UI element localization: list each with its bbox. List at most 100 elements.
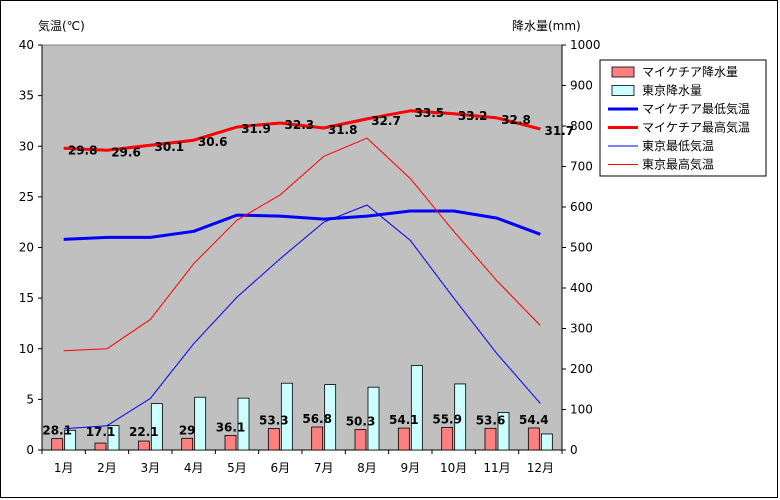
line-data-label: 33.2	[458, 109, 488, 123]
left-tick-group: 0 5 10 15 20 25 30 35 40	[19, 38, 42, 457]
bar-data-label: 53.6	[476, 413, 506, 427]
right-tick-group: 0 100 200 300 400 500 600 700 800 900 1000	[562, 38, 601, 457]
bar	[194, 396, 207, 451]
right-axis-title: 降水量(mm)	[512, 19, 581, 33]
bar	[497, 412, 510, 451]
bar-data-label: 28.1	[42, 424, 72, 438]
bar	[51, 438, 64, 451]
x-tick-group: 1月 2月 3月 4月 5月 6月 7月 8月 9月 10月 11月 12月	[41, 450, 563, 475]
right-tick-label: 600	[570, 200, 593, 214]
bar-data-label: 36.1	[216, 420, 246, 434]
left-tick-label: 25	[19, 190, 34, 204]
bar	[311, 426, 324, 451]
x-tick-label: 12月	[527, 461, 554, 475]
right-tick-label: 900	[570, 79, 593, 93]
bar	[107, 425, 120, 451]
x-tick-label: 10月	[440, 461, 467, 475]
legend-label: マイケチア最高気温	[642, 120, 750, 135]
bar	[484, 427, 497, 451]
legend-box	[599, 59, 767, 177]
x-tick-label: 9月	[401, 461, 421, 475]
line-data-label: 31.7	[545, 124, 575, 138]
right-tick-label: 300	[570, 322, 593, 336]
legend-swatch	[611, 66, 635, 78]
right-tick-label: 100	[570, 403, 593, 417]
line-data-label: 31.8	[328, 123, 358, 137]
bar	[354, 429, 367, 451]
x-tick-label: 8月	[357, 461, 377, 475]
bar	[224, 434, 237, 451]
left-axis-title: 気温(℃)	[38, 18, 85, 33]
bar-data-label: 50.3	[346, 415, 376, 429]
x-tick-label: 7月	[314, 461, 334, 475]
bar-data-label: 29	[179, 423, 196, 437]
legend-label: 東京降水量	[642, 84, 702, 98]
left-tick-label: 15	[19, 291, 34, 305]
bar	[237, 397, 250, 451]
right-tick-label: 1000	[570, 38, 601, 52]
line-data-label: 30.6	[198, 135, 228, 149]
line-data-label: 31.9	[241, 122, 271, 136]
right-tick-label: 0	[570, 443, 578, 457]
bar	[267, 428, 280, 451]
x-tick-label: 2月	[97, 461, 117, 475]
line-data-label: 32.8	[501, 113, 531, 127]
left-tick-label: 40	[19, 38, 34, 52]
bar	[540, 433, 553, 451]
left-tick-label: 5	[26, 392, 34, 406]
left-tick-label: 20	[19, 241, 34, 255]
bar	[94, 442, 107, 451]
left-tick-label: 10	[19, 342, 34, 356]
line-data-label: 30.1	[155, 140, 185, 154]
left-tick-label: 0	[26, 443, 34, 457]
x-tick-label: 6月	[271, 461, 291, 475]
bar	[150, 403, 163, 451]
plot-area	[41, 44, 563, 451]
right-tick-label: 200	[570, 362, 593, 376]
legend-label: マイケチア最低気温	[642, 101, 750, 116]
x-tick-label: 4月	[184, 461, 204, 475]
bar-data-label: 54.1	[389, 413, 419, 427]
left-tick-label: 30	[19, 139, 34, 153]
series-line	[63, 137, 541, 352]
legend: マイケチア降水量東京降水量マイケチア最低気温マイケチア最高気温東京最低気温東京最…	[599, 59, 767, 177]
bar	[137, 440, 150, 451]
bar-data-label: 53.3	[259, 413, 289, 427]
legend-label: 東京最低気温	[642, 138, 714, 153]
bar	[324, 384, 337, 451]
series-line	[63, 209, 541, 241]
data-label-group: 28.1 17.1 22.1 29 36.1 53.3 56.8 50.3 54.1 55.9 53…	[42, 106, 574, 439]
bar-data-label: 22.1	[129, 425, 159, 439]
line-data-label: 33.5	[415, 106, 445, 120]
series-line	[63, 204, 541, 430]
line-data-label: 32.3	[285, 118, 315, 132]
bar-data-label: 55.9	[432, 412, 462, 426]
line-data-label: 32.7	[371, 114, 401, 128]
bar	[410, 365, 423, 451]
x-tick-label: 11月	[483, 461, 510, 475]
x-tick-label: 3月	[141, 461, 161, 475]
bar-data-label: 17.1	[86, 425, 116, 439]
legend-label: 東京最高気温	[642, 157, 714, 172]
bar	[367, 386, 380, 451]
right-tick-label: 800	[570, 119, 593, 133]
left-tick-label: 35	[19, 89, 34, 103]
bar-data-label: 54.4	[519, 413, 549, 427]
line-data-label: 29.8	[68, 143, 98, 157]
bar-group	[51, 365, 553, 451]
bar-data-label: 56.8	[302, 412, 332, 426]
bar	[397, 427, 410, 451]
bar	[280, 382, 293, 451]
bar	[181, 437, 194, 451]
legend-items: マイケチア降水量東京降水量マイケチア最低気温マイケチア最高気温東京最低気温東京最…	[608, 65, 750, 172]
series-line	[63, 109, 541, 152]
right-tick-label: 400	[570, 281, 593, 295]
legend-label: マイケチア降水量	[642, 65, 738, 79]
x-tick-label: 5月	[227, 461, 247, 475]
x-tick-label: 1月	[54, 461, 74, 475]
bar	[454, 383, 467, 451]
bar	[527, 427, 540, 451]
bar	[64, 429, 77, 451]
right-tick-label: 700	[570, 160, 593, 174]
